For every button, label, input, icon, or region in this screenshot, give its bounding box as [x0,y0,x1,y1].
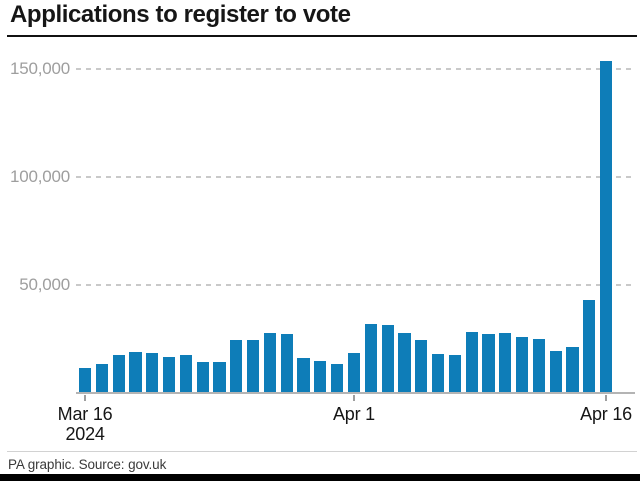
x-axis-sublabel: 2024 [65,424,105,444]
y-gridline [76,68,635,70]
y-axis-label: 100,000 [9,167,70,186]
bar [146,352,159,393]
bar [381,324,394,393]
x-axis-label: Mar 16 2024 [25,404,145,444]
bar [364,323,377,393]
title-underline [7,35,637,37]
bar [482,334,495,393]
bar [331,364,344,393]
bar [415,339,428,393]
source-credit: PA graphic. Source: gov.uk [8,457,167,472]
bar [499,332,512,393]
bottom-black-bar [0,474,640,481]
x-axis-tick [605,395,608,401]
bar [398,332,411,393]
bar [280,334,293,393]
footer-divider [7,451,637,452]
bar [230,339,243,393]
bar [129,351,142,393]
bar [163,356,176,393]
y-gridline [76,176,635,178]
bar [599,61,613,393]
bar [465,331,478,393]
y-gridline [76,284,635,286]
bar [566,346,579,393]
bar [179,354,193,393]
bar [549,350,562,393]
x-axis-tick [84,395,87,401]
bar [347,352,361,393]
bar [583,300,596,393]
bar [263,332,277,393]
y-axis-label: 50,000 [19,275,70,294]
bar [431,354,445,393]
bar [532,339,545,393]
bar [314,360,327,393]
y-axis-label: 150,000 [9,59,70,78]
bar [213,361,226,393]
bar [297,357,310,393]
bar [95,364,108,393]
bar [448,354,461,393]
x-axis-label: Apr 16 [580,404,632,424]
x-axis-label: Apr 1 [332,404,375,424]
bar [79,367,92,393]
bar [247,339,260,393]
bar [112,354,125,393]
bar [515,336,529,393]
x-axis-tick [352,395,355,401]
x-axis-line [76,392,635,394]
chart-title: Applications to register to vote [10,1,351,28]
bar [196,362,209,393]
